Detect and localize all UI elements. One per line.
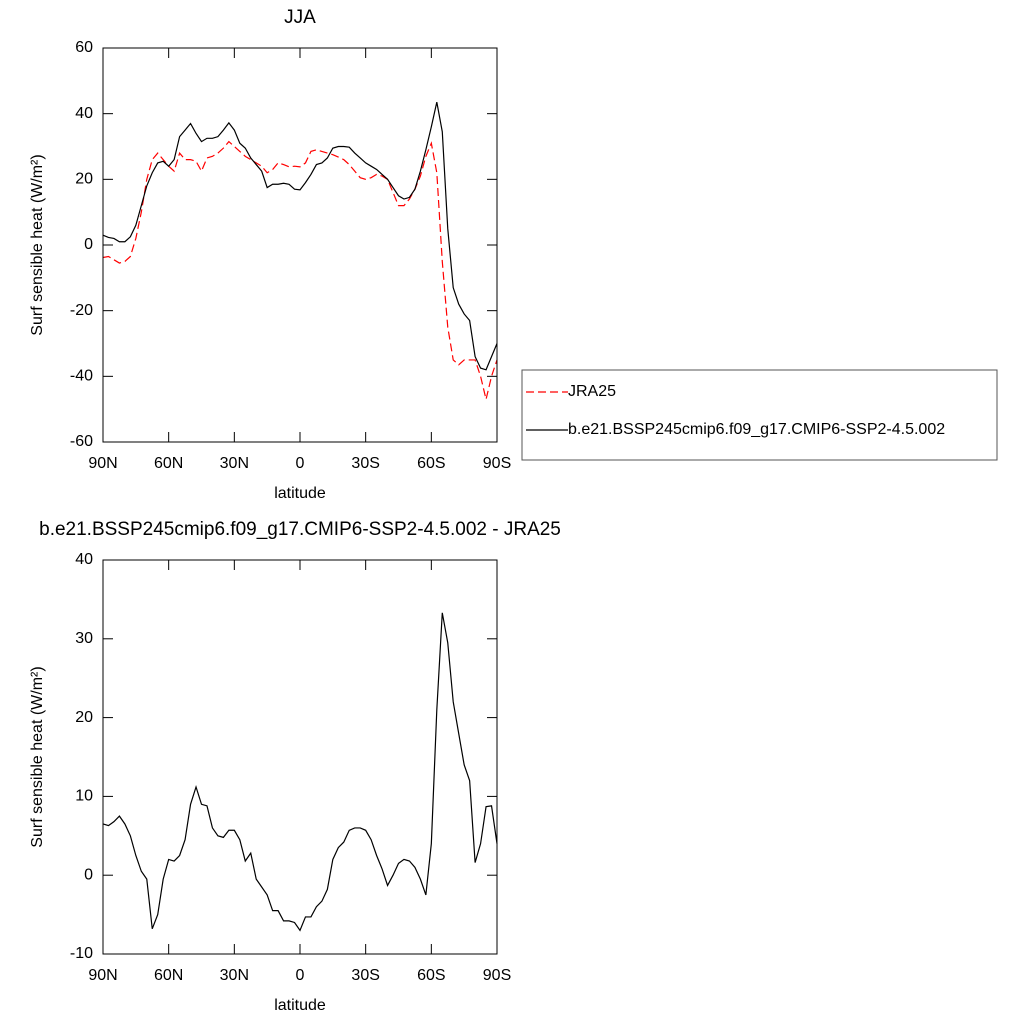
x-tick-label: 90S [483,455,511,472]
x-tick-label: 30S [351,967,379,984]
plot-frame [102,47,498,443]
legend-box [521,369,998,461]
x-tick-label: 30N [220,455,249,472]
data-line [102,102,498,371]
y-tick-label: 0 [84,236,93,253]
x-tick-label: 30S [351,455,379,472]
x-tick-label: 0 [296,455,305,472]
data-line [102,140,498,400]
y-tick-label: -20 [70,302,93,319]
y-tick-label: 0 [84,866,93,883]
chart-title: JJA [284,7,316,28]
x-tick-label: 60N [154,967,183,984]
x-tick-label: 60N [154,455,183,472]
x-tick-label: 90N [88,967,117,984]
y-axis-label: Surf sensible heat (W/m²) [29,154,46,335]
y-tick-label: 60 [75,39,93,56]
x-tick-label: 60S [417,967,445,984]
legend-label: JRA25 [568,383,616,400]
x-tick-label: 90N [88,455,117,472]
y-tick-label: 20 [75,709,93,726]
y-tick-label: 40 [75,105,93,122]
plot-frame [102,559,498,955]
y-tick-label: 20 [75,171,93,188]
x-tick-label: 90S [483,967,511,984]
y-tick-label: -60 [70,433,93,450]
x-axis-label: latitude [274,485,326,502]
y-tick-label: -10 [70,945,93,962]
y-tick-label: 10 [75,788,93,805]
y-tick-label: -40 [70,368,93,385]
legend-label: b.e21.BSSP245cmip6.f09_g17.CMIP6-SSP2-4.… [568,421,945,438]
chart-title: b.e21.BSSP245cmip6.f09_g17.CMIP6-SSP2-4.… [39,519,561,540]
y-tick-label: 40 [75,551,93,568]
x-tick-label: 0 [296,967,305,984]
plot: JJA -60 -40 -20 0 20 40 60 90N 60N 30N 0 30S 60S 90S la… [29,7,998,502]
y-tick-label: 30 [75,630,93,647]
y-axis-label: Surf sensible heat (W/m²) [29,666,46,847]
x-tick-label: 30N [220,967,249,984]
x-axis-label: latitude [274,997,326,1014]
x-tick-label: 60S [417,455,445,472]
data-line [102,612,498,932]
plot: b.e21.BSSP245cmip6.f09_g17.CMIP6-SSP2-4.… [29,519,561,1014]
